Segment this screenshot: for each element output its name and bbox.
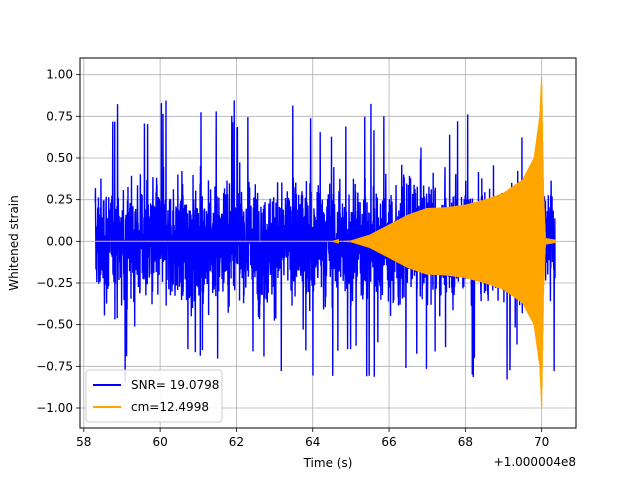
plot-area: [94, 77, 556, 407]
y-tick-label: 1.00: [46, 68, 73, 82]
series-cm-line: [95, 77, 556, 407]
y-tick-label: −0.75: [36, 359, 73, 373]
x-tick-label: 70: [534, 435, 549, 449]
y-axis: −1.00 −0.75 −0.50 −0.25 0.00 0.25 0.50 0.75 1.00: [36, 68, 80, 415]
x-tick-label: 64: [305, 435, 320, 449]
x-axis-label: Time (s): [303, 456, 353, 470]
x-axis: 58 60 62 64 66 68 70: [76, 428, 549, 449]
y-tick-label: 0.25: [46, 193, 73, 207]
legend: SNR= 19.0798 cm=12.4998: [85, 369, 223, 423]
legend-box: [85, 369, 223, 423]
x-offset-label: +1.000004e8: [494, 455, 576, 469]
y-tick-label: 0.00: [46, 234, 73, 248]
x-tick-label: 58: [76, 435, 91, 449]
axes-frame: [79, 57, 577, 429]
legend-label-snr: SNR= 19.0798: [131, 378, 219, 392]
x-tick-label: 68: [458, 435, 473, 449]
x-tick-label: 60: [152, 435, 167, 449]
y-tick-label: 0.75: [46, 109, 73, 123]
x-tick-label: 66: [381, 435, 396, 449]
x-tick-label: 62: [229, 435, 244, 449]
y-tick-label: −0.25: [36, 276, 73, 290]
y-tick-label: −0.50: [36, 318, 73, 332]
y-tick-label: −1.00: [36, 401, 73, 415]
y-tick-label: 0.50: [46, 151, 73, 165]
legend-label-cm: cm=12.4998: [131, 400, 209, 414]
y-axis-label: Whitened strain: [7, 195, 21, 291]
